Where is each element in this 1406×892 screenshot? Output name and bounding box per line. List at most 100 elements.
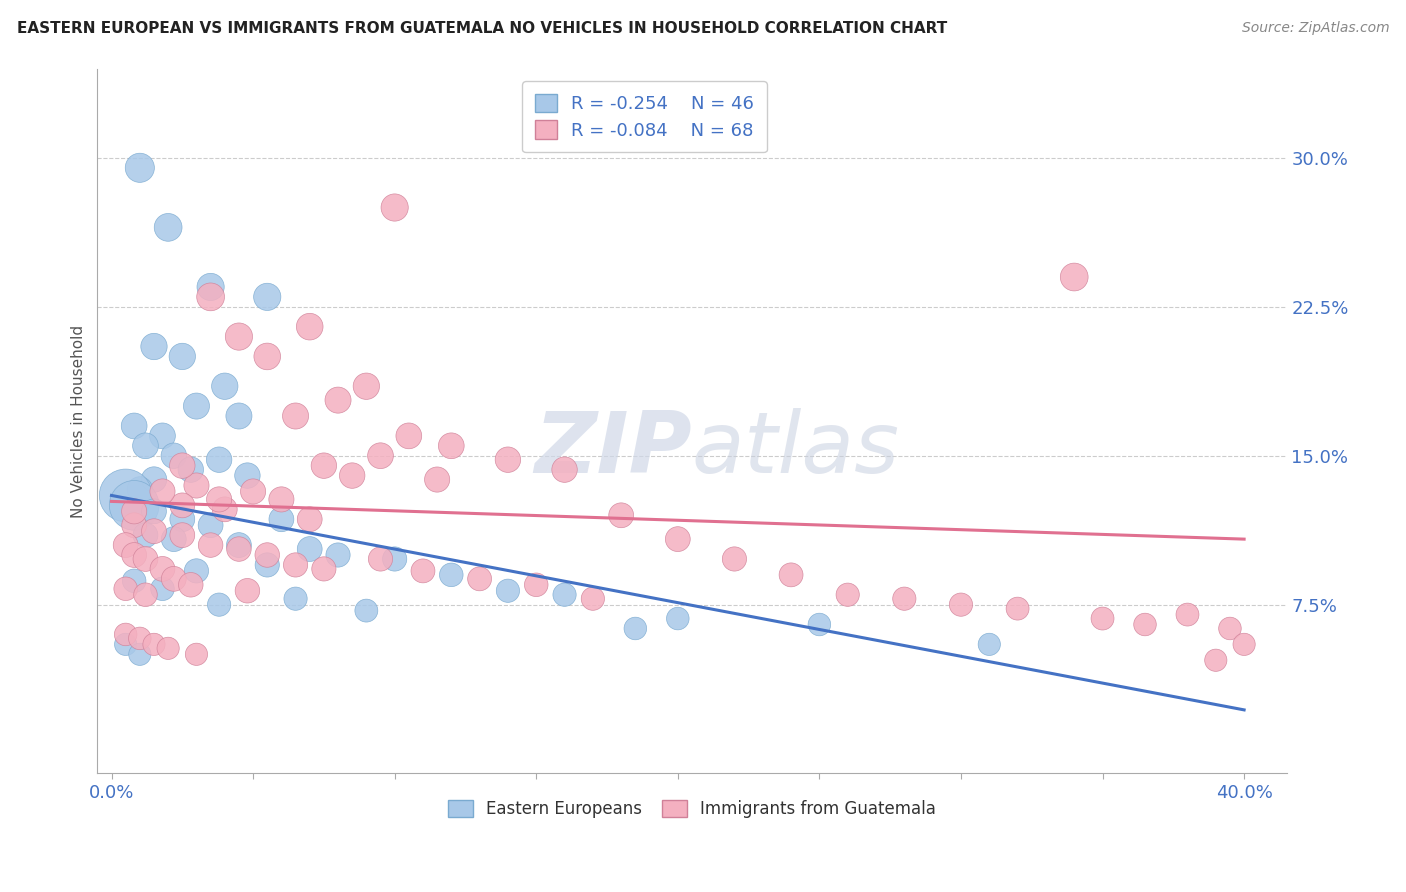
Text: EASTERN EUROPEAN VS IMMIGRANTS FROM GUATEMALA NO VEHICLES IN HOUSEHOLD CORRELATI: EASTERN EUROPEAN VS IMMIGRANTS FROM GUAT…: [17, 21, 948, 37]
Point: [356, 604, 378, 618]
Point: [370, 449, 392, 463]
Point: [122, 518, 145, 533]
Point: [412, 564, 434, 578]
Point: [208, 452, 231, 467]
Point: [298, 512, 321, 526]
Point: [172, 512, 194, 526]
Point: [128, 161, 150, 175]
Point: [554, 462, 576, 476]
Point: [837, 588, 859, 602]
Point: [143, 524, 166, 538]
Point: [356, 379, 378, 393]
Point: [122, 504, 145, 518]
Point: [157, 641, 180, 656]
Text: ZIP: ZIP: [534, 408, 692, 491]
Point: [236, 583, 259, 598]
Point: [582, 591, 605, 606]
Point: [128, 483, 150, 497]
Point: [949, 598, 972, 612]
Point: [780, 567, 803, 582]
Point: [808, 617, 831, 632]
Point: [114, 488, 136, 502]
Point: [214, 502, 236, 516]
Point: [152, 484, 174, 499]
Point: [284, 409, 307, 423]
Point: [270, 512, 292, 526]
Point: [1063, 270, 1085, 285]
Point: [312, 458, 335, 473]
Point: [134, 439, 156, 453]
Point: [122, 574, 145, 588]
Point: [384, 552, 406, 566]
Point: [270, 492, 292, 507]
Point: [370, 552, 392, 566]
Point: [228, 542, 250, 557]
Point: [122, 499, 145, 513]
Point: [298, 319, 321, 334]
Point: [143, 504, 166, 518]
Point: [312, 562, 335, 576]
Point: [143, 339, 166, 353]
Point: [256, 558, 278, 572]
Point: [214, 379, 236, 393]
Point: [180, 578, 202, 592]
Point: [128, 632, 150, 646]
Point: [134, 588, 156, 602]
Point: [200, 518, 222, 533]
Point: [284, 591, 307, 606]
Point: [186, 648, 208, 662]
Point: [122, 419, 145, 434]
Point: [284, 558, 307, 572]
Point: [208, 492, 231, 507]
Point: [554, 588, 576, 602]
Point: [236, 468, 259, 483]
Point: [610, 508, 633, 523]
Point: [228, 329, 250, 343]
Point: [468, 572, 491, 586]
Point: [1091, 611, 1114, 625]
Point: [186, 564, 208, 578]
Point: [524, 578, 547, 592]
Point: [723, 552, 745, 566]
Point: [496, 583, 519, 598]
Point: [326, 393, 349, 408]
Point: [1233, 637, 1256, 651]
Point: [1205, 653, 1227, 667]
Text: atlas: atlas: [692, 408, 900, 491]
Point: [172, 350, 194, 364]
Point: [172, 499, 194, 513]
Point: [122, 548, 145, 562]
Point: [326, 548, 349, 562]
Point: [134, 552, 156, 566]
Point: [143, 473, 166, 487]
Point: [163, 449, 186, 463]
Point: [893, 591, 915, 606]
Point: [256, 290, 278, 304]
Point: [186, 478, 208, 492]
Point: [340, 468, 363, 483]
Legend: Eastern Europeans, Immigrants from Guatemala: Eastern Europeans, Immigrants from Guate…: [441, 794, 943, 825]
Point: [172, 528, 194, 542]
Point: [228, 409, 250, 423]
Point: [152, 429, 174, 443]
Point: [256, 350, 278, 364]
Point: [114, 637, 136, 651]
Point: [228, 538, 250, 552]
Point: [426, 473, 449, 487]
Point: [114, 582, 136, 596]
Point: [256, 548, 278, 562]
Point: [200, 538, 222, 552]
Point: [1177, 607, 1199, 622]
Point: [128, 648, 150, 662]
Point: [624, 622, 647, 636]
Point: [163, 572, 186, 586]
Point: [666, 532, 689, 546]
Point: [1007, 601, 1029, 615]
Point: [152, 582, 174, 596]
Point: [143, 637, 166, 651]
Point: [114, 627, 136, 641]
Point: [200, 280, 222, 294]
Point: [1219, 622, 1241, 636]
Point: [1133, 617, 1156, 632]
Point: [114, 538, 136, 552]
